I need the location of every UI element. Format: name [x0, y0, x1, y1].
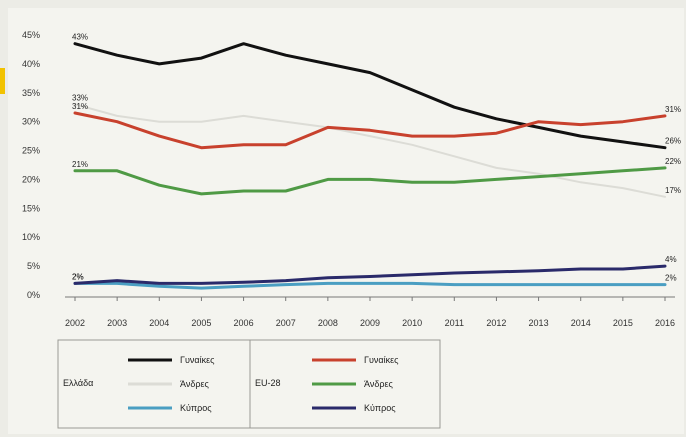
y-tick-label: 5% — [27, 261, 40, 271]
x-tick-label: 2011 — [445, 318, 464, 328]
legend-item-label: Γυναίκες — [364, 355, 399, 365]
chart-panel — [8, 8, 684, 434]
x-tick-label: 2014 — [571, 318, 591, 328]
y-tick-label: 10% — [22, 232, 40, 242]
x-tick-label: 2004 — [149, 318, 169, 328]
x-tick-label: 2005 — [191, 318, 211, 328]
series-line-3 — [73, 111, 667, 150]
data-label: 31% — [665, 105, 681, 114]
legend-group-label: Ελλάδα — [63, 378, 93, 388]
x-tick-label: 2016 — [655, 318, 675, 328]
legend-group-label: EU-28 — [255, 378, 281, 388]
series-line-2 — [73, 281, 667, 290]
x-tick-label: 2003 — [107, 318, 127, 328]
x-tick-label: 2012 — [486, 318, 506, 328]
data-label: 4% — [665, 255, 677, 264]
x-tick-label: 2008 — [318, 318, 338, 328]
y-tick-label: 0% — [27, 290, 40, 300]
legend-item-label: Κύπρος — [180, 403, 212, 413]
legend-box — [57, 339, 441, 429]
series-line-4 — [73, 166, 667, 196]
x-tick-label: 2007 — [276, 318, 296, 328]
y-tick-label: 35% — [22, 88, 40, 98]
data-label: 26% — [665, 137, 681, 146]
y-tick-label: 25% — [22, 146, 40, 156]
series-line-1 — [74, 103, 666, 198]
data-label: 43% — [72, 33, 88, 42]
y-tick-label: 20% — [22, 174, 40, 184]
x-tick-label: 2010 — [402, 318, 422, 328]
data-label: 22% — [665, 157, 681, 166]
y-tick-label: 15% — [22, 203, 40, 213]
data-label: 33% — [72, 93, 88, 102]
x-tick-label: 2013 — [529, 318, 549, 328]
y-tick-label: 40% — [22, 59, 40, 69]
accent-marker — [0, 68, 5, 94]
legend-item-label: Γυναίκες — [180, 355, 215, 365]
y-tick-label: 30% — [22, 117, 40, 127]
data-label: 17% — [665, 186, 681, 195]
data-label: 2% — [665, 274, 677, 283]
legend-item-label: Άνδρες — [364, 379, 393, 389]
data-label: 31% — [72, 102, 88, 111]
x-tick-label: 2015 — [613, 318, 633, 328]
data-label: 2% — [72, 272, 84, 281]
legend-item-label: Άνδρες — [180, 379, 209, 389]
x-tick-label: 2006 — [234, 318, 254, 328]
data-label: 21% — [72, 160, 88, 169]
series-line-5 — [73, 264, 667, 285]
legend-item-label: Κύπρος — [364, 403, 396, 413]
x-tick-label: 2002 — [65, 318, 85, 328]
series-line-0 — [73, 42, 667, 150]
y-tick-label: 45% — [22, 30, 40, 40]
x-tick-label: 2009 — [360, 318, 380, 328]
data-label: 2% — [72, 272, 84, 281]
